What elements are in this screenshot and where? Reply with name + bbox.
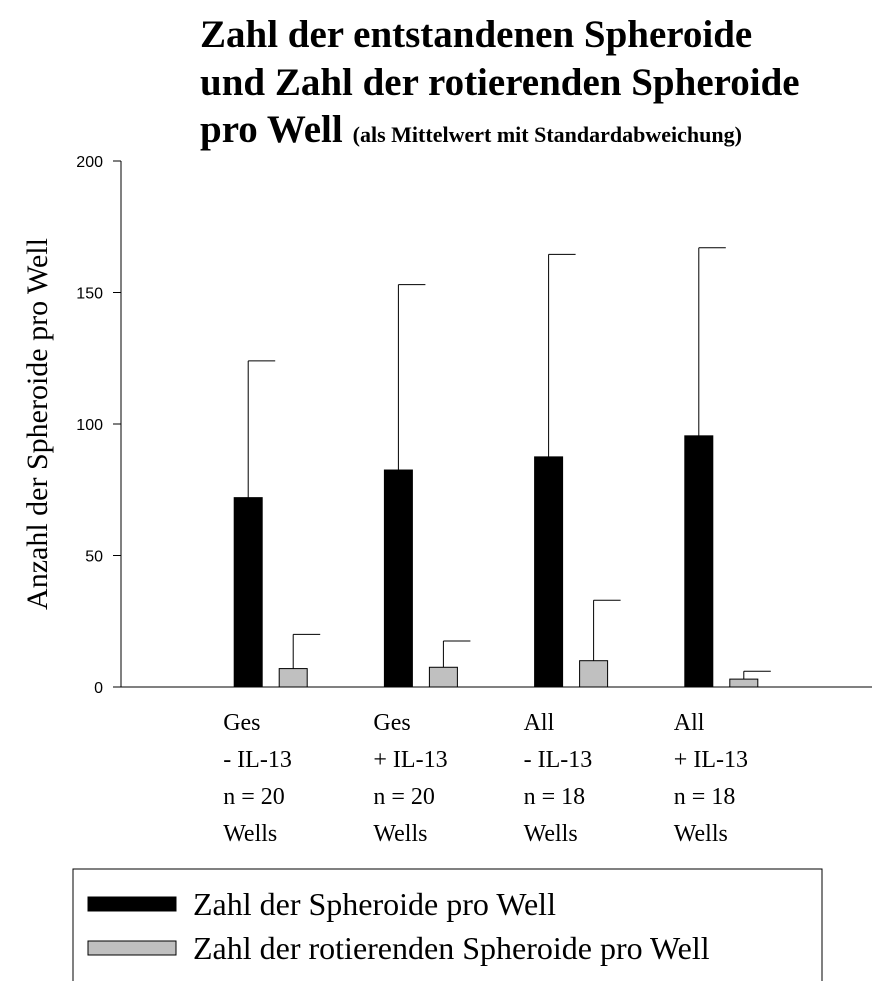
y-axis-label: Anzahl der Spheroide pro Well [21, 238, 54, 610]
legend-swatch [87, 896, 177, 912]
y-tick-label: 200 [76, 154, 103, 171]
bar [383, 469, 413, 688]
bar [579, 660, 609, 688]
bar [278, 668, 308, 688]
x-tick-label: n = 20 [373, 784, 435, 810]
bar [534, 456, 564, 688]
chart-title: Zahl der entstandenen Spheroide [200, 13, 752, 56]
chart-subtitle: (als Mittelwert mit Standardabweichung) [353, 122, 742, 147]
x-tick-label: Ges [373, 710, 410, 736]
x-tick-label: + IL-13 [373, 747, 447, 773]
x-tick-label: Ges [223, 710, 260, 736]
chart-title: pro Well (als Mittelwert mit Standardabwe… [200, 108, 742, 151]
x-tick-label: n = 18 [524, 784, 586, 810]
y-tick-label: 50 [85, 549, 103, 566]
x-tick-label: Wells [373, 821, 427, 847]
x-tick-label: Wells [223, 821, 277, 847]
x-tick-label: Wells [674, 821, 728, 847]
legend-label: Zahl der rotierenden Spheroide pro Well [193, 930, 710, 966]
x-tick-label: Wells [524, 821, 578, 847]
x-tick-label: - IL-13 [524, 747, 593, 773]
chart-title: pro Well [200, 108, 343, 151]
bar [729, 678, 759, 688]
legend [72, 868, 823, 981]
x-tick-label: All [674, 710, 705, 736]
y-tick-label: 150 [76, 286, 103, 303]
legend-label: Zahl der Spheroide pro Well [193, 886, 556, 922]
x-tick-label: n = 20 [223, 784, 285, 810]
x-tick-label: + IL-13 [674, 747, 748, 773]
y-tick-label: 0 [94, 680, 103, 697]
chart-title: und Zahl der rotierenden Spheroide [200, 61, 800, 104]
legend-swatch [87, 940, 177, 956]
bar [428, 666, 458, 688]
bar [684, 435, 714, 688]
x-tick-label: n = 18 [674, 784, 736, 810]
x-tick-label: All [524, 710, 555, 736]
bar [233, 497, 263, 688]
y-tick-label: 100 [76, 417, 103, 434]
x-tick-label: - IL-13 [223, 747, 292, 773]
